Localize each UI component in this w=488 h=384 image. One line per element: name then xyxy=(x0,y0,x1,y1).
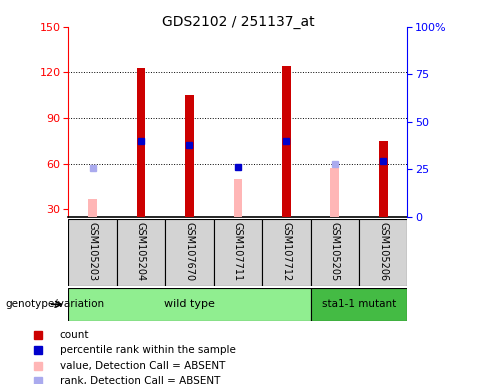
Bar xyxy=(165,219,214,286)
Bar xyxy=(379,141,387,217)
Bar xyxy=(282,66,291,217)
Bar xyxy=(137,68,145,217)
Bar xyxy=(117,219,165,286)
Text: rank, Detection Call = ABSENT: rank, Detection Call = ABSENT xyxy=(60,376,220,384)
Bar xyxy=(68,219,117,286)
Text: value, Detection Call = ABSENT: value, Detection Call = ABSENT xyxy=(60,361,225,371)
Text: GSM105204: GSM105204 xyxy=(136,222,146,281)
Text: GSM105205: GSM105205 xyxy=(330,222,340,281)
Text: percentile rank within the sample: percentile rank within the sample xyxy=(60,345,235,355)
Bar xyxy=(310,288,407,321)
Bar xyxy=(262,219,310,286)
Text: GSM107711: GSM107711 xyxy=(233,222,243,281)
Text: GSM105206: GSM105206 xyxy=(378,222,388,281)
Bar xyxy=(214,219,262,286)
Text: count: count xyxy=(60,330,89,340)
Text: GDS2102 / 251137_at: GDS2102 / 251137_at xyxy=(162,15,314,29)
Text: genotype/variation: genotype/variation xyxy=(5,299,104,310)
Bar xyxy=(310,219,359,286)
Bar xyxy=(330,168,339,217)
Bar xyxy=(88,199,97,217)
Text: wild type: wild type xyxy=(164,299,215,310)
Text: sta1-1 mutant: sta1-1 mutant xyxy=(322,299,396,310)
Bar xyxy=(185,95,194,217)
Bar xyxy=(234,179,242,217)
Text: GSM107670: GSM107670 xyxy=(184,222,194,281)
Text: GSM105203: GSM105203 xyxy=(87,222,98,281)
Text: GSM107712: GSM107712 xyxy=(282,222,291,281)
Bar xyxy=(68,288,310,321)
Bar xyxy=(359,219,407,286)
